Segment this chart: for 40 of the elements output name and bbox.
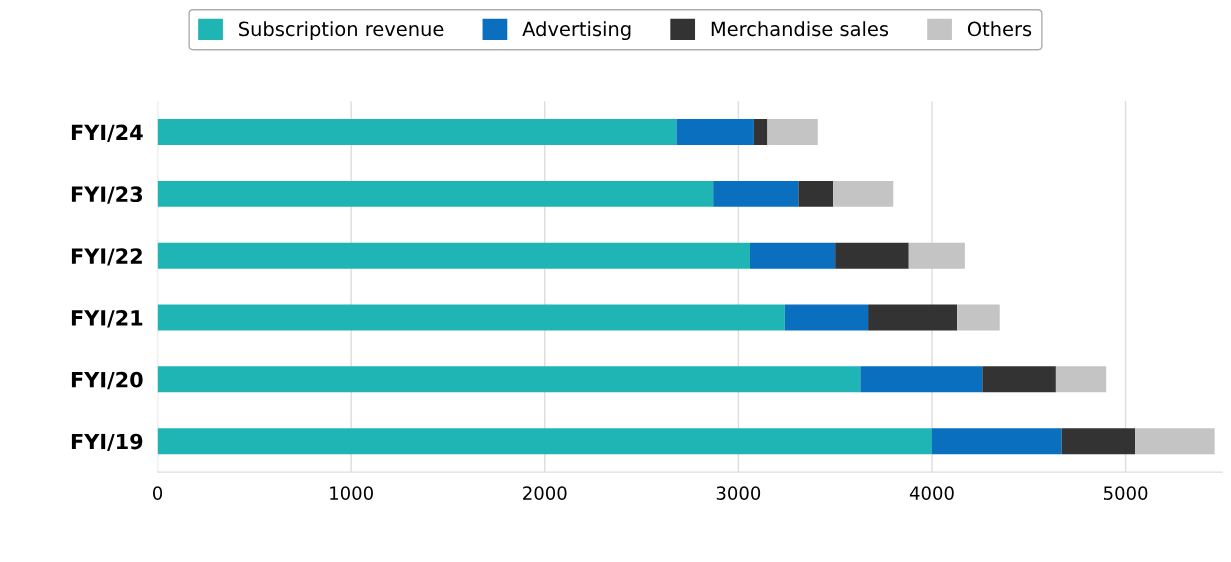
bar xyxy=(157,119,677,146)
x-tick-label: 1000 xyxy=(330,486,373,500)
legend-label: Subscription revenue xyxy=(239,21,444,41)
y-tick-label: FYI/24 xyxy=(71,124,143,142)
bar xyxy=(931,428,1062,455)
bar xyxy=(833,180,894,207)
bar xyxy=(1055,366,1107,393)
legend-label: Advertising xyxy=(522,21,631,41)
bar xyxy=(157,180,714,207)
y-tick-label: FYI/23 xyxy=(71,186,143,204)
y-tick-label: FYI/22 xyxy=(71,248,142,266)
x-tick-label: 5000 xyxy=(1104,486,1148,500)
x-tick-label: 2000 xyxy=(523,486,567,500)
bar xyxy=(784,304,869,331)
bar xyxy=(860,366,983,393)
bar xyxy=(713,180,799,207)
bar xyxy=(157,366,861,393)
bar xyxy=(753,119,768,146)
bar xyxy=(157,242,750,269)
y-tick-label: FYI/20 xyxy=(71,371,143,390)
legend-label: Others xyxy=(967,21,1032,37)
bar xyxy=(798,180,834,207)
bar xyxy=(749,242,836,269)
x-tick-label: 3000 xyxy=(716,486,761,500)
bar xyxy=(1061,428,1136,455)
bar xyxy=(835,242,909,269)
bar xyxy=(767,119,818,146)
bar xyxy=(908,242,965,269)
y-tick-label: FYI/19 xyxy=(71,433,143,452)
x-tick-label: 0 xyxy=(153,486,163,500)
x-tick-label: 4000 xyxy=(909,486,954,500)
bar xyxy=(982,366,1056,393)
y-tick-label: FYI/21 xyxy=(71,309,143,328)
bar xyxy=(676,119,754,146)
bar xyxy=(1135,428,1215,455)
bar xyxy=(957,304,1000,331)
legend-label: Merchandise sales xyxy=(711,21,889,37)
bar xyxy=(157,428,932,455)
bar xyxy=(157,304,785,331)
bar xyxy=(868,304,958,331)
